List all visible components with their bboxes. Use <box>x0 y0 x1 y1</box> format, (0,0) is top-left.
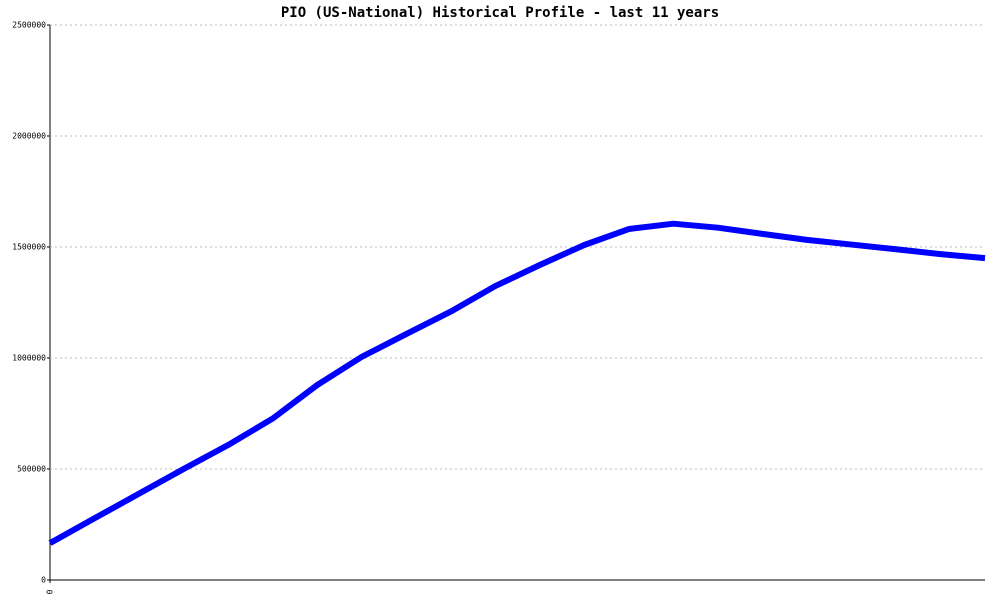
y-tick-label: 1500000 <box>12 243 46 252</box>
y-tick-label: 0 <box>41 576 46 585</box>
chart-title: PIO (US-National) Historical Profile - l… <box>281 5 719 21</box>
y-tick-label: 2500000 <box>12 21 46 30</box>
x-tick-label: 0 <box>46 589 55 594</box>
y-tick-label: 1000000 <box>12 354 46 363</box>
y-tick-label: 500000 <box>17 465 46 474</box>
y-tick-label: 2000000 <box>12 132 46 141</box>
data-line <box>48 220 986 546</box>
